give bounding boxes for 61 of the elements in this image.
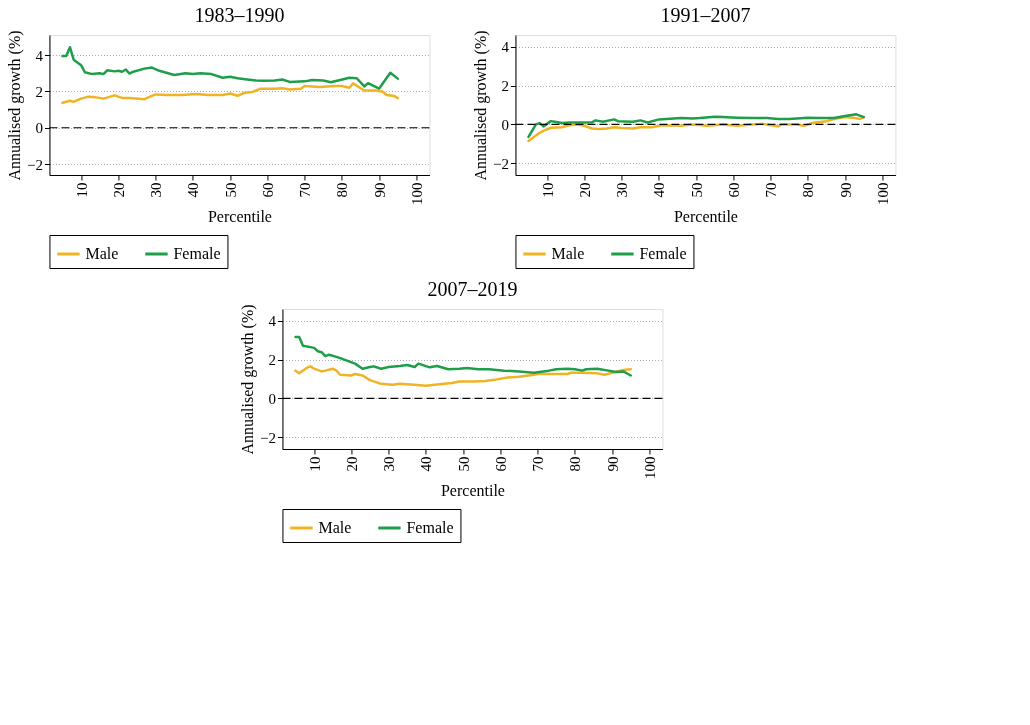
y-tick-label: 4 bbox=[268, 313, 277, 330]
x-tick-label: 20 bbox=[576, 182, 593, 198]
x-tick-label: 80 bbox=[334, 182, 351, 198]
x-tick-label: 100 bbox=[641, 456, 658, 479]
x-tick-label: 100 bbox=[408, 182, 425, 205]
legend-label: Male bbox=[318, 519, 352, 536]
y-tick-label: 2 bbox=[501, 78, 509, 95]
x-tick-label: 70 bbox=[297, 182, 314, 198]
x-tick-label: 40 bbox=[418, 456, 435, 472]
y-tick-label: 0 bbox=[35, 120, 43, 137]
legend-label: Female bbox=[639, 245, 687, 262]
x-tick-label: 10 bbox=[73, 182, 90, 198]
x-tick-label: 50 bbox=[222, 182, 239, 198]
x-tick-label: 90 bbox=[371, 182, 388, 198]
legend-label: Male bbox=[551, 245, 585, 262]
y-tick-label: 2 bbox=[35, 83, 43, 100]
x-axis-title: Percentile bbox=[440, 482, 505, 499]
line-series bbox=[61, 45, 400, 90]
x-tick-label: 50 bbox=[688, 182, 705, 198]
x-tick-label: 20 bbox=[343, 456, 360, 472]
y-axis-title: Annualised growth (%) bbox=[471, 30, 490, 181]
x-tick-label: 30 bbox=[148, 182, 165, 198]
x-tick-label: 70 bbox=[530, 456, 547, 472]
x-tick-label: 10 bbox=[539, 182, 556, 198]
y-axis-title: Annualised growth (%) bbox=[238, 304, 257, 455]
y-tick-label: −2 bbox=[492, 155, 509, 172]
legend-label: Female bbox=[406, 519, 454, 536]
x-tick-label: 30 bbox=[381, 456, 398, 472]
x-axis-title: Percentile bbox=[673, 208, 738, 225]
x-tick-label: 40 bbox=[185, 182, 202, 198]
x-tick-label: 60 bbox=[492, 456, 509, 472]
y-tick-label: 4 bbox=[501, 39, 510, 56]
y-tick-label: −2 bbox=[259, 429, 276, 446]
line-series bbox=[294, 335, 633, 377]
x-tick-label: 90 bbox=[604, 456, 621, 472]
x-tick-label: 20 bbox=[110, 182, 127, 198]
line-series bbox=[61, 82, 400, 105]
line-series bbox=[294, 365, 633, 388]
legend-label: Male bbox=[85, 245, 119, 262]
chart-title: 1983–1990 bbox=[194, 3, 285, 26]
y-axis-title: Annualised growth (%) bbox=[5, 30, 24, 181]
x-tick-label: 100 bbox=[874, 182, 891, 205]
chart-title: 1991–2007 bbox=[660, 3, 751, 26]
x-tick-label: 90 bbox=[837, 182, 854, 198]
legend-label: Female bbox=[173, 245, 221, 262]
y-tick-label: 4 bbox=[35, 47, 44, 64]
x-tick-label: 40 bbox=[651, 182, 668, 198]
x-axis-title: Percentile bbox=[207, 208, 272, 225]
y-tick-label: 2 bbox=[268, 352, 276, 369]
x-tick-label: 30 bbox=[614, 182, 631, 198]
y-tick-label: −2 bbox=[26, 156, 43, 173]
x-tick-label: 80 bbox=[567, 456, 584, 472]
y-tick-label: 0 bbox=[268, 390, 276, 407]
y-tick-label: 0 bbox=[501, 116, 509, 133]
x-tick-label: 50 bbox=[455, 456, 472, 472]
x-tick-label: 60 bbox=[259, 182, 276, 198]
x-tick-label: 10 bbox=[306, 456, 323, 472]
x-tick-label: 60 bbox=[725, 182, 742, 198]
chart-title: 2007–2019 bbox=[427, 277, 518, 300]
x-tick-label: 80 bbox=[800, 182, 817, 198]
x-tick-label: 70 bbox=[763, 182, 780, 198]
